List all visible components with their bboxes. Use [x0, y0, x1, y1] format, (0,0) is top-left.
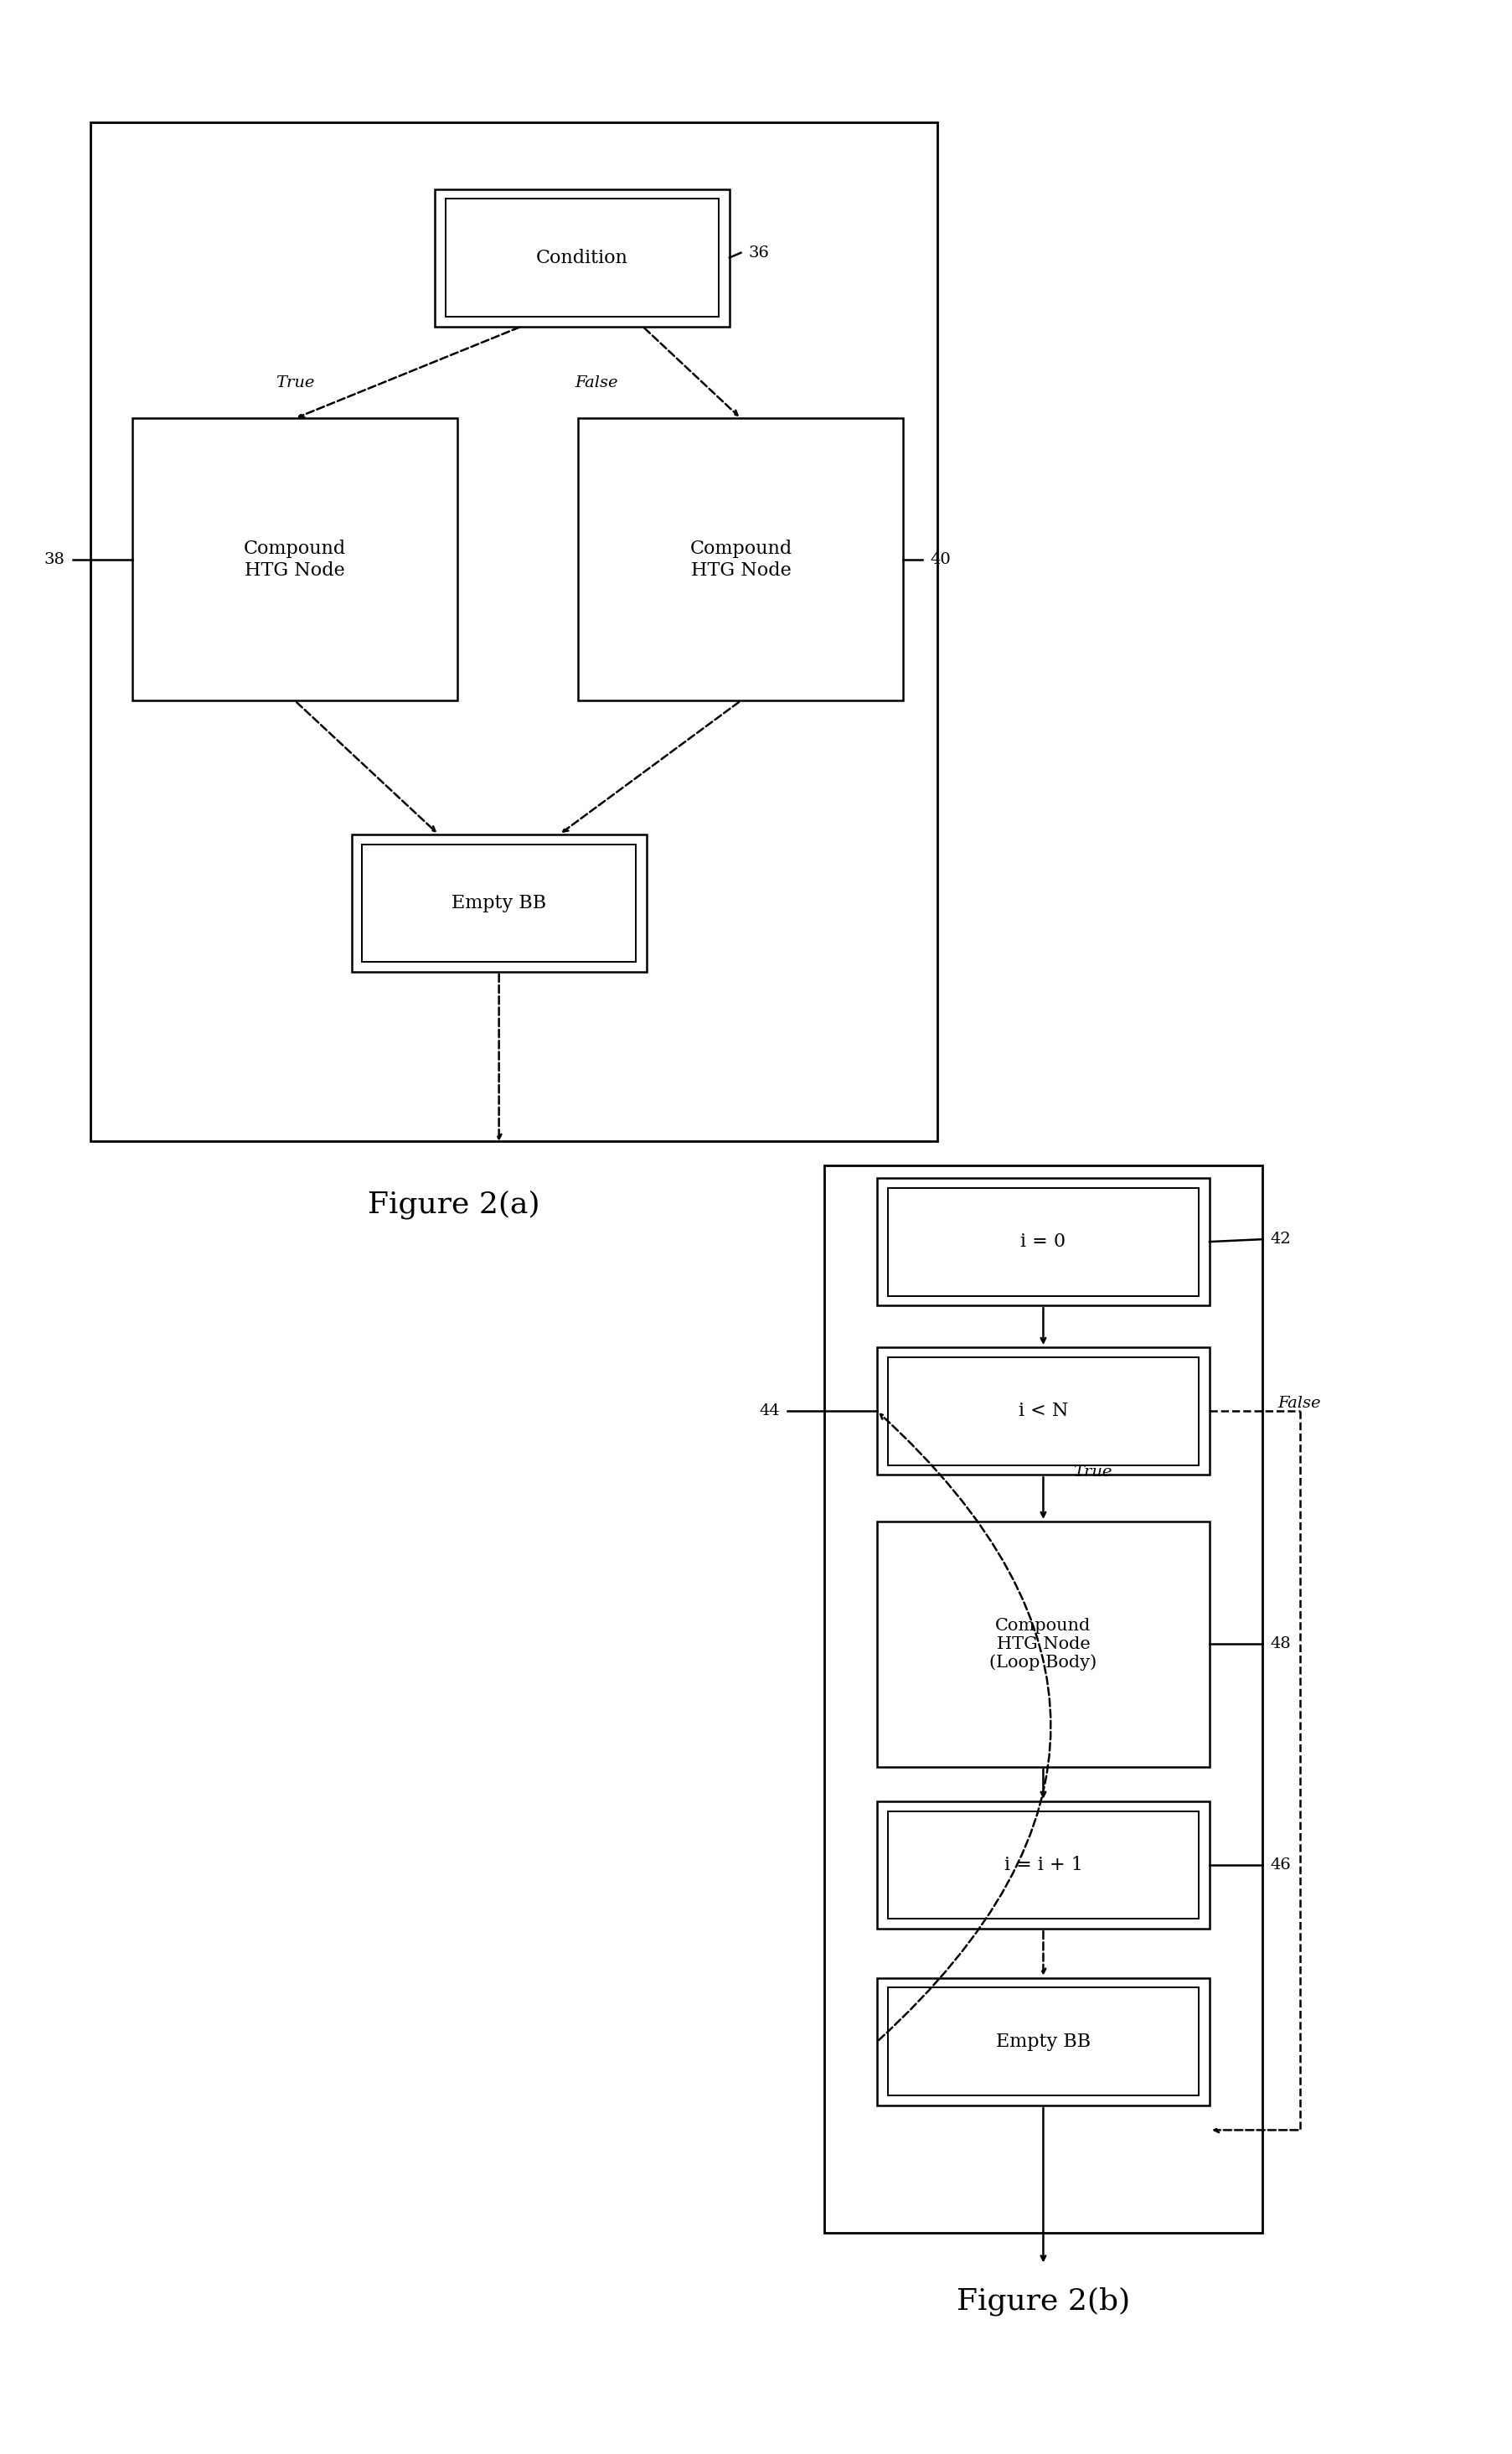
Text: i = i + 1: i = i + 1 [1004, 1855, 1083, 1875]
FancyBboxPatch shape [877, 1178, 1210, 1306]
Text: Figure 2(b): Figure 2(b) [957, 2287, 1129, 2317]
Text: i < N: i < N [1019, 1401, 1067, 1421]
FancyBboxPatch shape [435, 189, 730, 326]
Text: Compound
HTG Node
(Loop Body): Compound HTG Node (Loop Body) [989, 1617, 1098, 1671]
Text: 46: 46 [1270, 1858, 1291, 1872]
Text: True: True [275, 375, 314, 390]
FancyBboxPatch shape [91, 123, 937, 1141]
FancyBboxPatch shape [888, 1188, 1199, 1296]
FancyBboxPatch shape [877, 1978, 1210, 2106]
Text: False: False [1278, 1396, 1321, 1411]
Text: False: False [575, 375, 618, 390]
FancyBboxPatch shape [888, 1357, 1199, 1465]
Text: 48: 48 [1270, 1637, 1291, 1652]
Text: Figure 2(a): Figure 2(a) [367, 1190, 540, 1220]
FancyBboxPatch shape [824, 1166, 1263, 2233]
Text: i = 0: i = 0 [1021, 1232, 1066, 1252]
Text: Empty BB: Empty BB [996, 2032, 1090, 2052]
FancyBboxPatch shape [888, 1811, 1199, 1919]
Text: Compound
HTG Node: Compound HTG Node [243, 540, 346, 579]
FancyBboxPatch shape [363, 844, 635, 962]
FancyBboxPatch shape [352, 834, 647, 972]
FancyBboxPatch shape [877, 1801, 1210, 1929]
FancyBboxPatch shape [133, 417, 457, 702]
Text: 36: 36 [748, 245, 770, 260]
Text: Condition: Condition [537, 248, 627, 267]
FancyBboxPatch shape [888, 1988, 1199, 2096]
Text: Empty BB: Empty BB [452, 893, 546, 913]
Text: Compound
HTG Node: Compound HTG Node [689, 540, 792, 579]
FancyBboxPatch shape [579, 417, 904, 702]
FancyBboxPatch shape [877, 1347, 1210, 1475]
Text: True: True [1074, 1465, 1113, 1480]
Text: 38: 38 [44, 552, 65, 567]
FancyBboxPatch shape [877, 1521, 1210, 1767]
Text: 40: 40 [930, 552, 951, 567]
FancyBboxPatch shape [446, 199, 720, 317]
Text: 42: 42 [1270, 1232, 1291, 1247]
Text: 44: 44 [759, 1404, 780, 1418]
